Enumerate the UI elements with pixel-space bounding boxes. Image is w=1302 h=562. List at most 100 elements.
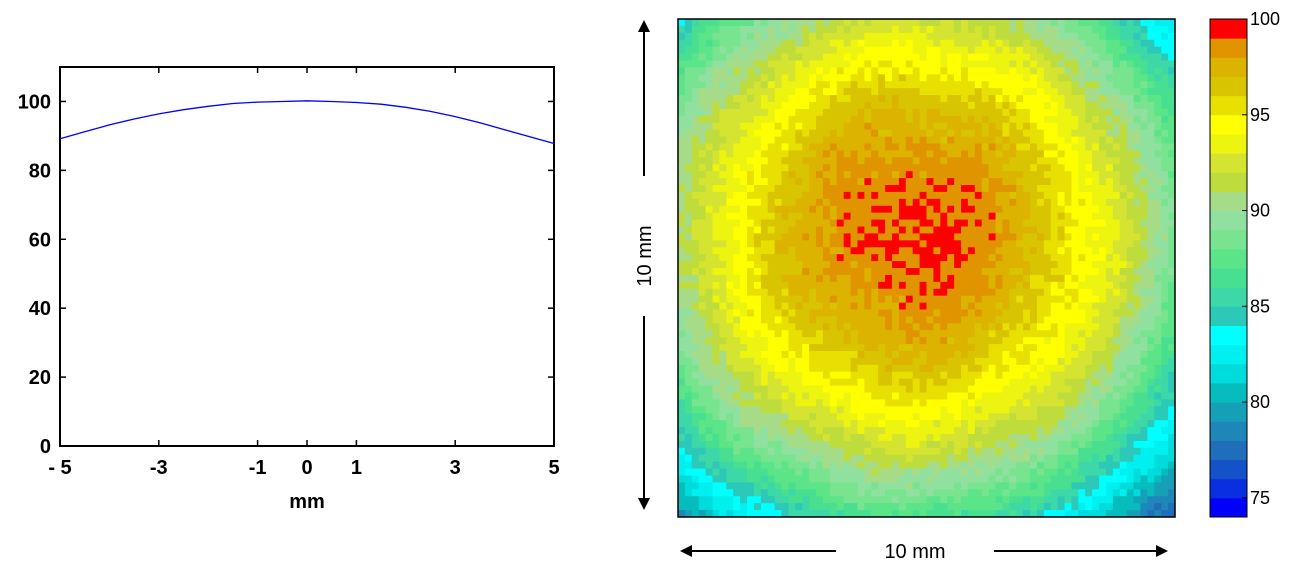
heatmap-cell [1161,67,1169,75]
heatmap-cell [802,274,810,283]
heatmap-cell [947,67,955,75]
heatmap-cell [954,447,962,456]
heatmap-cell [760,261,769,269]
heatmap-cell [843,157,852,165]
heatmap-cell [1071,261,1079,269]
heatmap-cell [1140,399,1148,407]
heatmap-cell [905,434,914,442]
heatmap-cell [1154,413,1162,421]
heatmap-cell [774,198,783,207]
heatmap-cell [809,427,817,435]
heatmap-cell [857,261,865,269]
heatmap-cell [1092,95,1100,103]
heatmap-cell [684,129,693,138]
heatmap-cell [1161,247,1169,255]
heatmap-cell [1030,274,1038,283]
heatmap-cell [781,440,790,449]
heatmap-cell [981,274,990,283]
heatmap-cell [740,378,748,387]
heatmap-cell [995,53,1004,62]
heatmap-cell [1133,233,1142,241]
heatmap-cell [1133,171,1142,179]
heatmap-cell [995,157,1004,165]
heatmap-cell [719,420,727,428]
heatmap-cell [1133,143,1142,152]
heatmap-cell [905,39,914,48]
heatmap-cell [767,454,776,463]
heatmap-cell [905,164,914,172]
heatmap-cell [912,233,921,241]
heatmap-cell [988,150,997,158]
heatmap-cell [1147,240,1155,248]
heatmap-cell [857,95,865,103]
heatmap-cell [719,268,727,276]
heatmap-cell [1099,32,1107,41]
heatmap-cell [1064,143,1073,152]
heatmap-cell [891,226,900,235]
heatmap-cell [1009,427,1017,435]
heatmap-cell [1119,185,1128,193]
heatmap-cell [919,95,928,103]
heatmap-cell [1009,39,1017,48]
heatmap-cell [829,364,838,373]
heatmap-cell [1002,185,1010,193]
heatmap-cell [981,385,990,394]
heatmap-cell [1105,254,1114,262]
heatmap-cell [1036,81,1045,89]
heatmap-cell [802,178,810,186]
heatmap-cell [947,122,955,131]
heatmap-cell [933,309,941,318]
heatmap-cell [857,247,865,255]
heatmap-cell [1050,157,1059,165]
heatmap-cell [809,468,817,477]
heatmap-cell [843,268,852,276]
heatmap-cell [753,53,762,62]
heatmap-cell [871,351,879,359]
heatmap-cell [1140,364,1148,373]
heatmap-cell [1023,309,1031,318]
heatmap-cell [1009,164,1017,172]
heatmap-cell [954,95,962,103]
heatmap-cell [836,150,845,158]
heatmap-cell [809,19,817,27]
heatmap-cell [871,53,879,62]
heatmap-cell [878,406,886,414]
heatmap-cell [829,178,838,186]
heatmap-cell [1085,191,1093,200]
heatmap-cell [891,413,900,421]
heatmap-cell [1140,171,1148,179]
heatmap-cell [691,157,700,165]
heatmap-cell [781,233,790,241]
heatmap-cell [698,385,707,394]
heatmap-cell [871,413,879,421]
heatmap-cell [864,226,872,235]
heatmap-cell [1147,447,1155,456]
heatmap-cell [891,330,900,338]
heatmap-cell [816,143,824,152]
heatmap-cell [891,489,900,497]
heatmap-cell [1009,247,1017,255]
heatmap-cell [988,226,997,235]
heatmap-cell [1085,468,1093,477]
heatmap-cell [816,157,824,165]
heatmap-cell [1009,323,1017,331]
heatmap-cell [767,95,776,103]
heatmap-cell [829,74,838,82]
heatmap-cell [753,32,762,41]
heatmap-cell [926,330,934,338]
heatmap-cell [850,323,859,331]
heatmap-cell [843,254,852,262]
heatmap-cell [740,364,748,373]
heatmap-cell [947,81,955,89]
heatmap-cell [1126,178,1135,186]
heatmap-cell [981,295,990,304]
heatmap-cell [967,226,976,235]
heatmap-cell [767,475,776,484]
heatmap-cell [1092,205,1100,214]
heatmap-cell [878,268,886,276]
heatmap-cell [726,171,734,179]
heatmap-cell [726,434,734,442]
heatmap-cell [760,32,769,41]
heatmap-cell [1105,413,1114,421]
heatmap-cell [1105,268,1114,276]
